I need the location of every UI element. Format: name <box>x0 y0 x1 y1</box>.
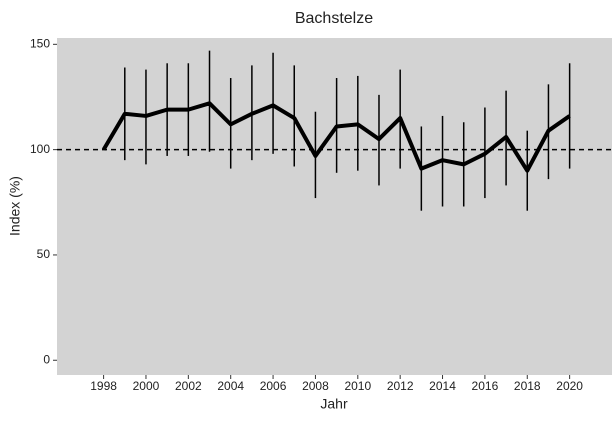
x-tick-label: 1998 <box>90 379 117 393</box>
y-tick-label: 150 <box>30 36 50 50</box>
x-tick-label: 2018 <box>514 379 541 393</box>
x-tick-label: 2020 <box>556 379 583 393</box>
x-tick-label: 2016 <box>472 379 499 393</box>
y-axis-label: Index (%) <box>7 176 23 236</box>
plot-panel <box>57 38 612 375</box>
y-tick-label: 0 <box>43 352 50 366</box>
x-tick-label: 2012 <box>387 379 414 393</box>
x-tick-label: 2004 <box>217 379 244 393</box>
x-tick-label: 2006 <box>260 379 287 393</box>
x-tick-label: 2014 <box>429 379 456 393</box>
line <box>101 101 571 173</box>
chart-title: Bachstelze <box>295 10 373 27</box>
x-tick-label: 2010 <box>344 379 371 393</box>
y-tick-label: 50 <box>37 247 51 261</box>
x-axis-label: Jahr <box>320 396 348 412</box>
x-tick-label: 2008 <box>302 379 329 393</box>
y-tick-label: 100 <box>30 142 50 156</box>
x-tick-label: 2002 <box>175 379 202 393</box>
x-tick-label: 2000 <box>133 379 160 393</box>
